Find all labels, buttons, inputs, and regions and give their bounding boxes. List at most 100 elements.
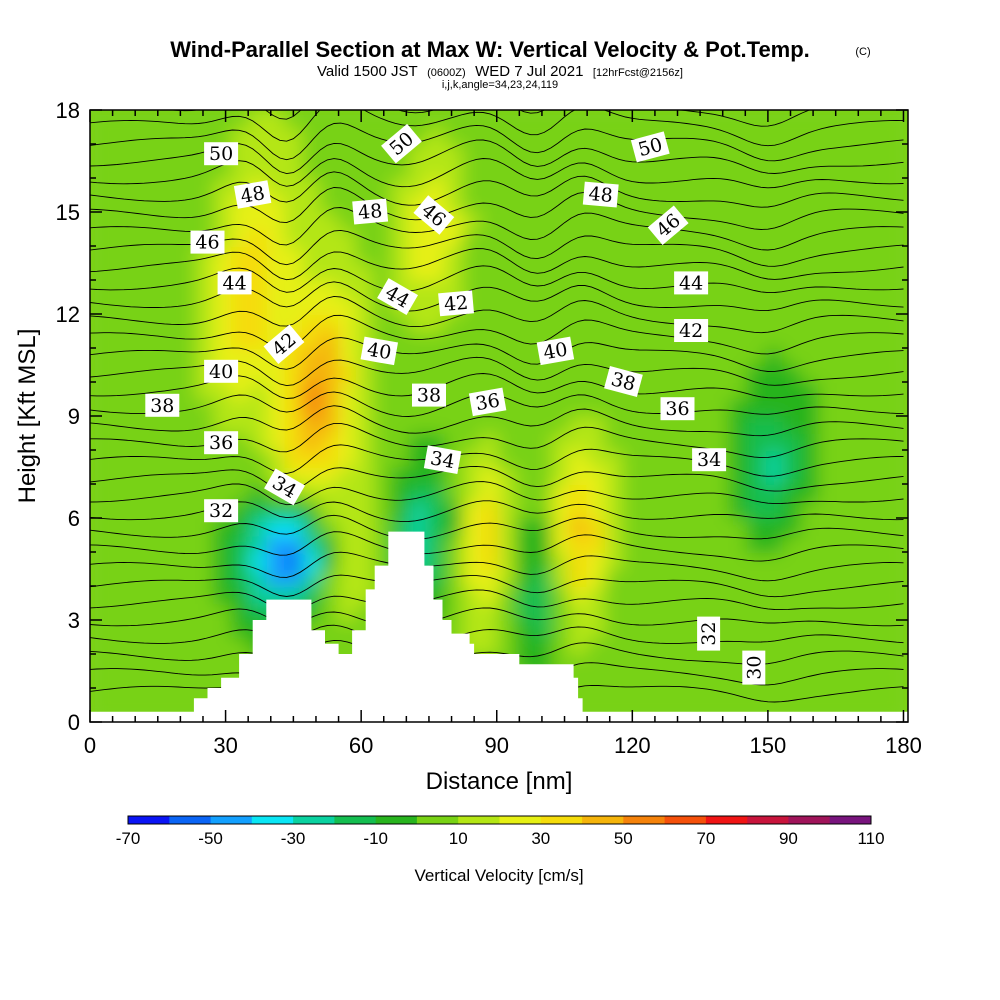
w-cell xyxy=(782,211,803,230)
w-cell xyxy=(249,126,269,145)
w-cell xyxy=(658,636,678,655)
w-cell xyxy=(266,398,287,417)
w-cell xyxy=(409,466,429,485)
contour-label: 36 xyxy=(468,387,507,417)
w-cell xyxy=(693,568,714,587)
w-cell xyxy=(142,602,163,621)
w-cell xyxy=(889,126,908,145)
w-cell xyxy=(658,313,678,332)
w-cell xyxy=(533,585,554,604)
w-cell xyxy=(622,262,643,281)
w-cell xyxy=(800,160,821,179)
w-cell xyxy=(515,636,536,655)
w-cell xyxy=(818,110,838,128)
w-cell xyxy=(462,194,483,213)
w-cell xyxy=(800,534,821,553)
w-cell xyxy=(462,517,483,536)
w-cell xyxy=(604,262,625,281)
w-cell xyxy=(213,381,234,400)
w-cell xyxy=(675,585,696,604)
w-cell xyxy=(409,500,429,519)
w-cell xyxy=(551,619,572,638)
w-cell xyxy=(640,194,661,213)
w-cell xyxy=(782,568,803,587)
w-cell xyxy=(142,585,163,604)
w-cell xyxy=(284,245,305,264)
w-cell xyxy=(106,143,127,162)
w-cell xyxy=(480,228,500,247)
w-cell xyxy=(569,126,589,145)
w-cell xyxy=(426,126,447,145)
w-cell xyxy=(284,126,305,145)
w-cell xyxy=(800,262,821,281)
w-cell xyxy=(853,296,874,315)
w-cell xyxy=(106,262,127,281)
w-cell xyxy=(498,636,518,655)
y-axis-label: Height [Kft MSL] xyxy=(14,329,41,504)
w-cell xyxy=(160,364,180,383)
w-cell xyxy=(160,585,180,604)
w-cell xyxy=(818,143,838,162)
y-tick-label: 0 xyxy=(68,710,80,735)
w-cell xyxy=(835,585,856,604)
w-cell xyxy=(391,415,412,434)
x-axis-label: Distance [nm] xyxy=(426,768,573,795)
contour-label-text: 40 xyxy=(209,361,233,383)
w-cell xyxy=(711,177,732,196)
w-cell xyxy=(551,432,572,451)
w-cell xyxy=(249,398,269,417)
w-cell xyxy=(355,262,376,281)
w-cell xyxy=(800,330,821,349)
w-cell xyxy=(711,398,732,417)
w-cell xyxy=(675,534,696,553)
w-cell xyxy=(729,432,749,451)
w-cell xyxy=(853,364,874,383)
w-cell xyxy=(586,449,607,468)
w-cell xyxy=(871,279,892,298)
w-cell xyxy=(302,500,323,519)
w-cell xyxy=(889,110,908,128)
w-cell xyxy=(871,602,892,621)
w-cell xyxy=(320,398,340,417)
w-cell xyxy=(249,110,269,128)
w-cell xyxy=(871,110,892,128)
colorbar-swatch xyxy=(169,816,212,824)
contour-label-text: 48 xyxy=(588,183,614,207)
w-cell xyxy=(515,398,536,417)
w-cell xyxy=(142,568,163,587)
w-cell xyxy=(249,296,269,315)
w-cell xyxy=(373,313,394,332)
w-cell xyxy=(569,636,589,655)
w-cell xyxy=(658,296,678,315)
w-cell xyxy=(675,687,696,706)
w-cell xyxy=(729,585,749,604)
w-cell xyxy=(266,449,287,468)
w-cell xyxy=(604,398,625,417)
w-cell xyxy=(142,262,163,281)
w-cell xyxy=(160,602,180,621)
w-cell xyxy=(124,653,145,672)
contour-label-text: 38 xyxy=(150,395,174,417)
w-cell xyxy=(764,211,785,230)
w-cell xyxy=(853,602,874,621)
contour-label-box xyxy=(377,278,419,316)
w-cell xyxy=(195,296,216,315)
w-cell xyxy=(658,687,678,706)
w-cell xyxy=(249,330,269,349)
w-cell xyxy=(480,466,500,485)
theta-contour xyxy=(90,574,904,598)
w-cell xyxy=(90,636,109,655)
w-cell xyxy=(177,279,198,298)
w-cell xyxy=(498,347,518,366)
w-cell xyxy=(586,653,607,672)
w-cell xyxy=(640,534,661,553)
contour-label: 48 xyxy=(352,198,389,225)
w-cell xyxy=(693,653,714,672)
contour-label: 44 xyxy=(217,271,252,295)
x-tick-label: 60 xyxy=(349,733,373,758)
theta-contour xyxy=(90,248,904,281)
colorbar-tick-label: -70 xyxy=(116,829,141,848)
w-cell xyxy=(782,602,803,621)
w-cell xyxy=(444,500,465,519)
w-cell xyxy=(160,313,180,332)
